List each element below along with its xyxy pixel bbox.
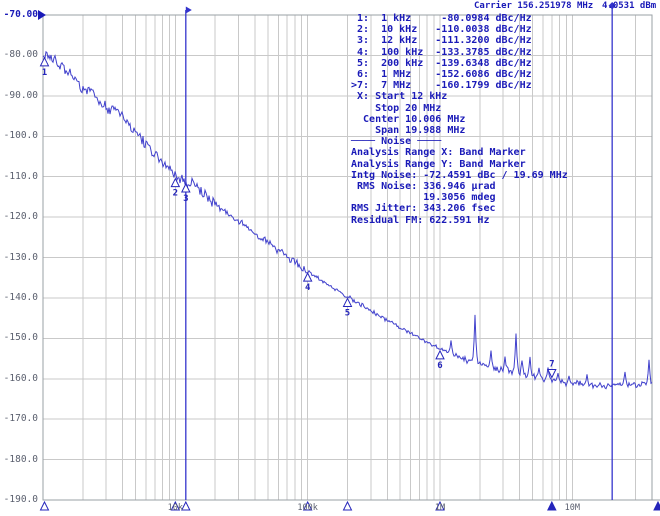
y-tick-label: -130.0 bbox=[3, 251, 38, 263]
curve-marker-label-6: 6 bbox=[437, 361, 442, 371]
x-tick-label: 100k bbox=[297, 503, 318, 513]
curve-marker-2 bbox=[170, 177, 181, 188]
plot-border bbox=[42, 14, 653, 501]
curve-marker-label-7: 7 bbox=[549, 359, 554, 369]
axis-marker-5 bbox=[342, 500, 353, 511]
marker-table: 1: 1 kHz -80.0984 dBc/Hz 2: 10 kHz -110.… bbox=[351, 13, 568, 226]
axis-marker-1 bbox=[39, 500, 50, 511]
axis-edge-marker bbox=[653, 500, 660, 511]
y-tick-label: -140.0 bbox=[3, 291, 38, 303]
curve-marker-1 bbox=[39, 56, 50, 67]
y-tick-label: -180.0 bbox=[3, 453, 38, 465]
axis-marker-2 bbox=[170, 500, 181, 511]
y-tick-label: -110.0 bbox=[3, 170, 38, 182]
y-tick-label: -150.0 bbox=[3, 332, 38, 344]
axis-marker-3 bbox=[181, 500, 191, 511]
carrier-frequency-label: Carrier 156.251978 MHz bbox=[474, 1, 594, 11]
reference-level-arrow-icon bbox=[38, 10, 46, 20]
curve-marker-7 bbox=[547, 368, 557, 379]
curve-marker-6 bbox=[435, 349, 445, 360]
axis-marker-7 bbox=[547, 500, 557, 511]
axis-marker-4 bbox=[302, 500, 313, 511]
y-tick-label: -70.00 bbox=[3, 9, 38, 20]
curve-marker-3 bbox=[181, 182, 191, 193]
x-tick-label: 10k bbox=[167, 503, 183, 513]
power-level-label: 4.0531 dBm bbox=[602, 1, 657, 11]
y-tick-label: -190.0 bbox=[3, 494, 38, 505]
y-tick-label: -160.0 bbox=[3, 372, 38, 384]
y-tick-label: -90.00 bbox=[3, 89, 38, 101]
y-tick-label: -170.0 bbox=[3, 413, 38, 425]
curve-marker-label-3: 3 bbox=[183, 194, 188, 204]
curve-marker-5 bbox=[342, 297, 353, 307]
y-tick-label: -100.0 bbox=[3, 130, 38, 142]
curve-marker-label-1: 1 bbox=[42, 68, 47, 78]
band-stop-flag-icon bbox=[608, 2, 616, 10]
curve-marker-label-4: 4 bbox=[305, 283, 311, 293]
x-tick-label: 10M bbox=[564, 503, 580, 513]
phase-noise-trace bbox=[42, 50, 653, 390]
x-tick-label: 1M bbox=[434, 503, 446, 513]
axis-marker-6 bbox=[435, 500, 445, 511]
y-tick-label: -120.0 bbox=[3, 211, 38, 223]
curve-marker-label-2: 2 bbox=[173, 189, 178, 199]
curve-marker-4 bbox=[302, 272, 313, 282]
band-start-flag-icon bbox=[185, 6, 192, 14]
y-tick-label: -80.00 bbox=[3, 49, 38, 61]
curve-marker-label-5: 5 bbox=[345, 308, 350, 318]
